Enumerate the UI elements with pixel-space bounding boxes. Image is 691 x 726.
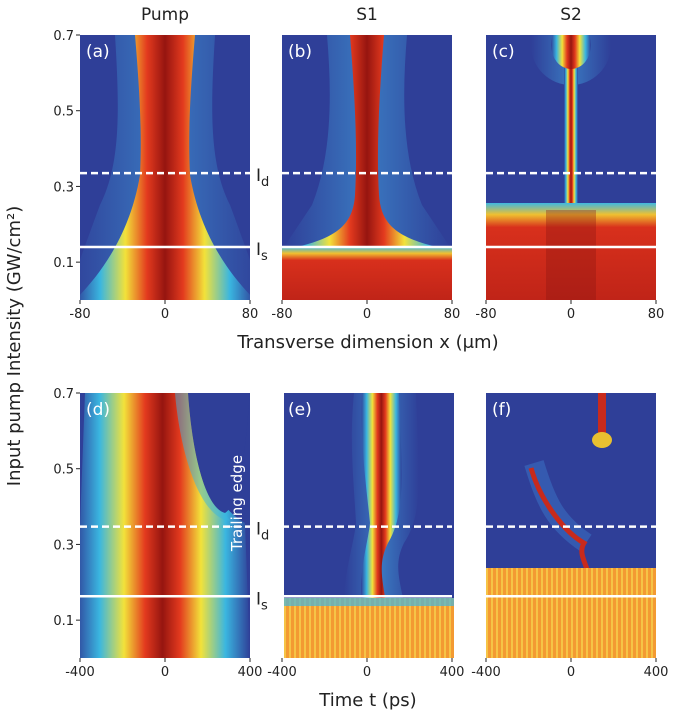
line-label-main: I bbox=[256, 166, 261, 186]
y-tick-label: 0.3 bbox=[53, 180, 74, 195]
y-tick-label: 0.3 bbox=[53, 538, 74, 553]
panel-label: (c) bbox=[492, 42, 515, 62]
line-label: Is bbox=[256, 589, 268, 613]
line-label: Id bbox=[256, 520, 269, 544]
panel-label: (e) bbox=[288, 400, 312, 420]
beam bbox=[564, 50, 578, 210]
x-axis-label: Transverse dimension x (μm) bbox=[236, 332, 498, 353]
annotation: Trailing edge bbox=[228, 455, 246, 552]
heatmap-art bbox=[80, 35, 250, 300]
x-tick-label: 0 bbox=[567, 307, 575, 322]
x-tick-label: 400 bbox=[238, 665, 263, 680]
signal-edge bbox=[284, 598, 454, 606]
x-tick-label: 80 bbox=[242, 307, 259, 322]
y-tick-label: 0.7 bbox=[53, 29, 74, 44]
line-label-sub: s bbox=[261, 249, 268, 264]
beam bbox=[80, 35, 250, 300]
x-axis-label: Time t (ps) bbox=[318, 690, 416, 711]
panel-label: (a) bbox=[86, 42, 110, 62]
heatmap-art bbox=[282, 35, 452, 300]
line-label-main: I bbox=[256, 240, 261, 260]
signal-block bbox=[486, 203, 656, 300]
line-label-main: I bbox=[256, 520, 261, 540]
x-tick-label: 0 bbox=[363, 307, 371, 322]
column-title: S2 bbox=[560, 5, 582, 25]
x-tick-label: -80 bbox=[475, 307, 496, 322]
x-tick-label: 0 bbox=[363, 665, 371, 680]
x-tick-label: -400 bbox=[471, 665, 501, 680]
line-label: Is bbox=[256, 240, 268, 264]
x-tick-label: 80 bbox=[444, 307, 461, 322]
column-title: Pump bbox=[141, 5, 189, 25]
y-tick-label: 0.1 bbox=[53, 614, 74, 629]
x-tick-label: -400 bbox=[267, 665, 297, 680]
beam bbox=[282, 35, 452, 250]
line-label: Id bbox=[256, 166, 269, 190]
signal-block bbox=[282, 247, 452, 300]
x-tick-label: 80 bbox=[648, 307, 665, 322]
line-label-sub: d bbox=[261, 529, 269, 544]
beam bbox=[551, 35, 591, 69]
panel-label: (b) bbox=[288, 42, 312, 62]
y-tick-label: 0.5 bbox=[53, 105, 74, 120]
y-tick-label: 0.7 bbox=[53, 387, 74, 402]
y-axis-label: Input pump Intensity (GW/cm²) bbox=[4, 206, 25, 486]
y-tick-label: 0.5 bbox=[53, 463, 74, 478]
x-tick-label: -80 bbox=[271, 307, 292, 322]
x-tick-label: 0 bbox=[567, 665, 575, 680]
line-label-main: I bbox=[256, 589, 261, 609]
beam bbox=[528, 467, 591, 574]
x-tick-label: 0 bbox=[161, 665, 169, 680]
x-tick-label: -80 bbox=[69, 307, 90, 322]
y-tick-label: 0.1 bbox=[53, 256, 74, 271]
x-tick-label: 0 bbox=[161, 307, 169, 322]
beam bbox=[598, 393, 606, 443]
x-tick-label: 400 bbox=[644, 665, 669, 680]
column-title: S1 bbox=[356, 5, 378, 25]
signal-block bbox=[486, 568, 656, 658]
signal-core bbox=[546, 210, 596, 300]
x-tick-label: 400 bbox=[440, 665, 465, 680]
heatmap-art bbox=[486, 35, 656, 300]
trailing-gap bbox=[188, 393, 250, 513]
panel-label: (f) bbox=[492, 400, 511, 420]
line-label-sub: s bbox=[261, 598, 268, 613]
beam bbox=[80, 393, 250, 658]
edge bbox=[175, 393, 230, 521]
panel-label: (d) bbox=[86, 400, 110, 420]
beam bbox=[592, 432, 612, 448]
signal-block bbox=[284, 598, 454, 658]
line-label-sub: d bbox=[261, 175, 269, 190]
beam bbox=[361, 393, 402, 603]
x-tick-label: -400 bbox=[65, 665, 95, 680]
